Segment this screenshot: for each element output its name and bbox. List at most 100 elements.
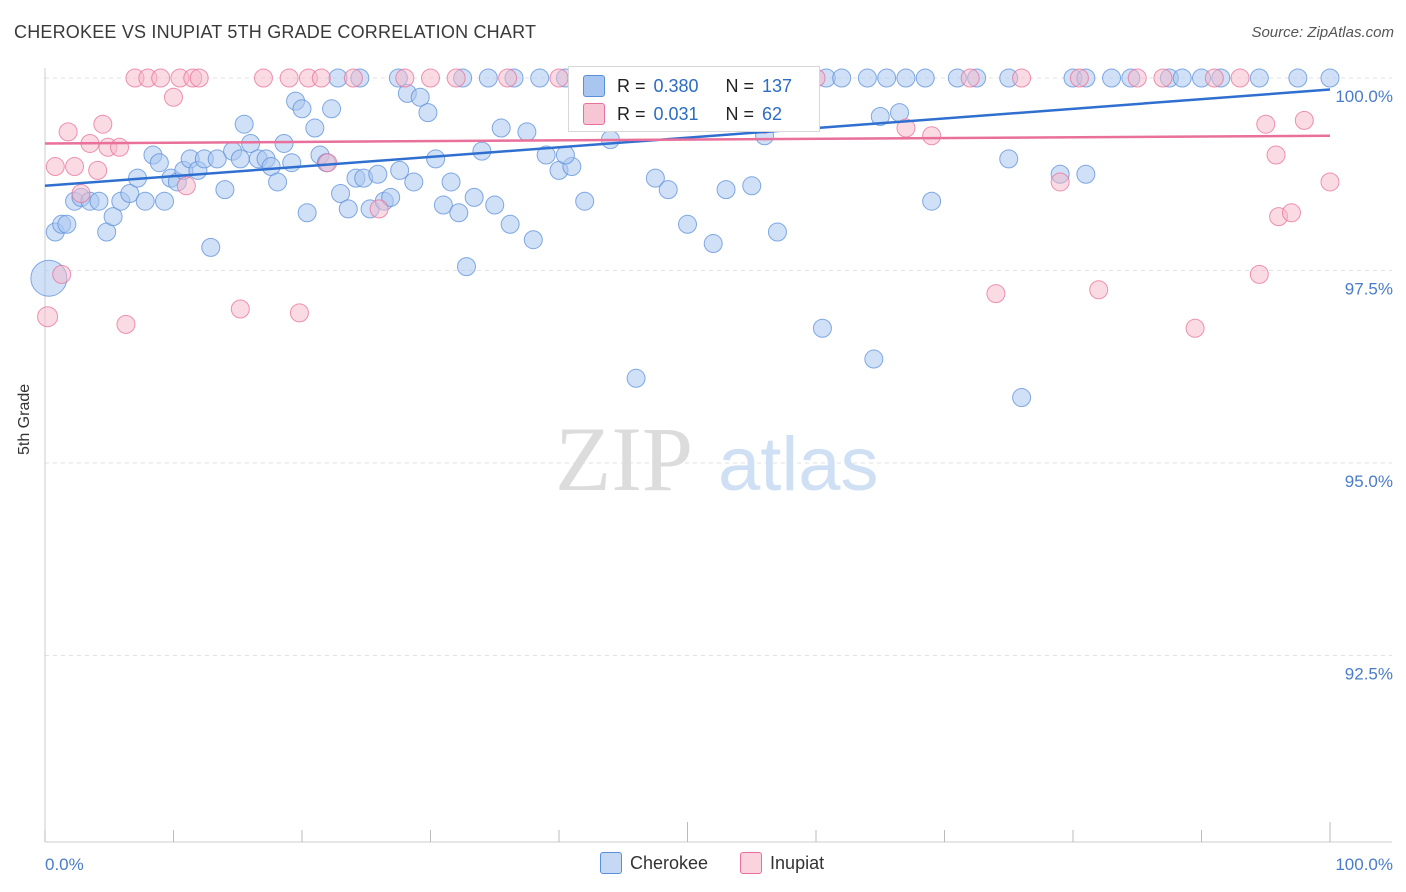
point-cherokee (338, 199, 358, 219)
point-inupiat (1294, 110, 1314, 130)
point-cherokee (536, 145, 556, 165)
point-cherokee (381, 187, 401, 207)
n-label: N = (725, 103, 755, 124)
point-inupiat (110, 137, 130, 157)
x-tick-label-max: 100.0% (1335, 855, 1393, 874)
point-cherokee (149, 153, 169, 173)
point-inupiat (395, 68, 415, 88)
point-cherokee (478, 68, 498, 88)
point-inupiat (1127, 68, 1147, 88)
point-cherokee (464, 187, 484, 207)
point-cherokee (1102, 68, 1122, 88)
point-inupiat (1320, 172, 1340, 192)
point-cherokee (555, 145, 575, 165)
legend: Cherokee Inupiat (600, 852, 824, 874)
point-cherokee (716, 180, 736, 200)
point-inupiat (279, 68, 299, 88)
point-inupiat (318, 153, 338, 173)
legend-item-cherokee: Cherokee (600, 852, 708, 874)
stats-row-inupiat: R = 0.031 N = 62 (583, 101, 782, 127)
point-cherokee (530, 68, 550, 88)
point-cherokee (426, 149, 446, 169)
point-cherokee (57, 214, 77, 234)
point-inupiat (446, 68, 466, 88)
point-cherokee (201, 237, 221, 257)
legend-swatch-inupiat (740, 852, 763, 874)
point-inupiat (986, 284, 1006, 304)
point-cherokee (135, 191, 155, 211)
legend-label-inupiat: Inupiat (770, 852, 825, 873)
point-inupiat (1069, 68, 1089, 88)
watermark-atlas: atlas (718, 422, 879, 507)
point-cherokee (418, 103, 438, 123)
point-cherokee (626, 368, 646, 388)
point-inupiat (549, 68, 569, 88)
point-inupiat (151, 68, 171, 88)
point-cherokee (322, 99, 342, 119)
point-cherokee (390, 160, 410, 180)
point-cherokee (877, 68, 897, 88)
point-cherokee (922, 191, 942, 211)
point-inupiat (1256, 114, 1276, 134)
trend-line-inupiat (44, 134, 1331, 145)
y-tick-label: 100.0% (1335, 87, 1393, 106)
point-cherokee (832, 68, 852, 88)
r-label: R = (617, 103, 646, 124)
point-inupiat (498, 68, 518, 88)
point-cherokee (658, 180, 678, 200)
trend-line-cherokee (44, 88, 1331, 188)
point-cherokee (456, 257, 476, 277)
point-cherokee (433, 195, 453, 215)
y-axis-label: 5th Grade (16, 383, 33, 455)
x-tick-label-min: 0.0% (45, 855, 84, 874)
point-cherokee (1172, 68, 1192, 88)
source-label: Source: ZipAtlas.com (1251, 24, 1394, 41)
stats-swatch-inupiat (583, 103, 605, 125)
point-inupiat (176, 176, 196, 196)
stats-swatch-cherokee (583, 75, 605, 97)
point-inupiat (116, 314, 136, 334)
point-inupiat (37, 306, 59, 328)
y-tick-label: 92.5% (1345, 665, 1393, 684)
point-inupiat (65, 157, 85, 177)
point-cherokee (915, 68, 935, 88)
point-inupiat (1012, 68, 1032, 88)
point-cherokee (517, 122, 537, 142)
point-cherokee (207, 149, 227, 169)
point-cherokee (331, 184, 351, 203)
point-inupiat (45, 157, 65, 177)
chart-title: CHEROKEE VS INUPIAT 5TH GRADE CORRELATIO… (14, 22, 537, 42)
point-cherokee (767, 222, 787, 242)
legend-item-inupiat: Inupiat (740, 852, 824, 874)
point-cherokee (472, 141, 492, 161)
point-inupiat (1266, 145, 1286, 165)
n-value: 137 (762, 75, 793, 96)
point-inupiat (1185, 318, 1205, 338)
point-inupiat (343, 68, 363, 88)
point-cherokee (1288, 68, 1308, 88)
point-inupiat (189, 68, 209, 88)
point-inupiat (421, 68, 440, 88)
point-cherokee (274, 133, 294, 153)
point-cherokee (89, 191, 109, 211)
point-inupiat (164, 87, 183, 107)
point-cherokee (999, 149, 1019, 169)
tick-labels: 92.5% 95.0% 97.5% 100.0% 0.0% 100.0% (45, 87, 1393, 874)
point-inupiat (1089, 280, 1109, 300)
point-inupiat (1281, 203, 1301, 223)
point-inupiat (253, 68, 273, 88)
watermark-zip: ZIP (555, 408, 693, 510)
point-cherokee (812, 318, 832, 338)
point-cherokee (297, 203, 317, 223)
n-label: N = (725, 75, 755, 96)
point-cherokee (575, 191, 595, 211)
n-value: 62 (762, 103, 783, 124)
point-cherokee (500, 214, 520, 234)
point-cherokee (678, 214, 697, 234)
point-inupiat (58, 122, 78, 142)
point-cherokee (857, 68, 877, 88)
point-cherokee (234, 114, 254, 134)
point-cherokee (410, 87, 430, 107)
point-inupiat (1230, 68, 1250, 88)
